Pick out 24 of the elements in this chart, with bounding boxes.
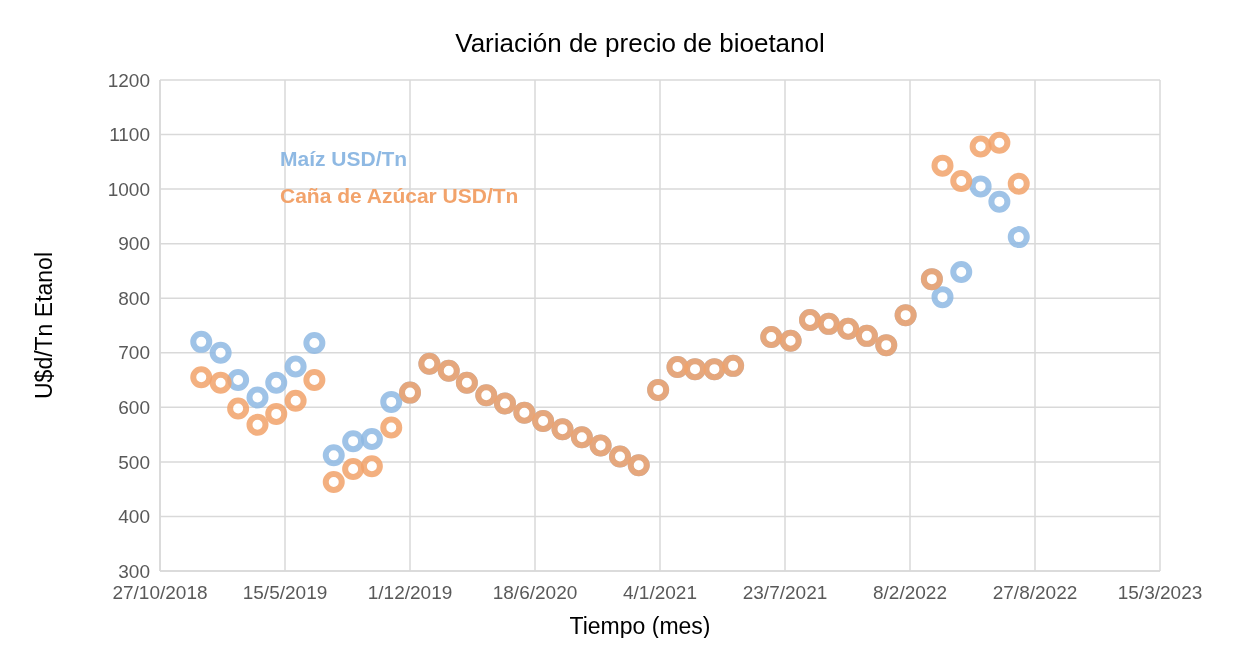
y-tick-label: 500 <box>118 451 150 473</box>
x-tick-label: 15/3/2023 <box>1117 582 1203 603</box>
y-tick-label: 1100 <box>109 124 150 146</box>
y-tick-label: 300 <box>118 560 150 582</box>
x-tick-label: 4/1/2021 <box>623 582 697 603</box>
y-tick-label: 900 <box>118 233 150 255</box>
y-tick-label: 1000 <box>107 178 150 200</box>
x-tick-label: 27/10/2018 <box>112 582 208 603</box>
x-tick-label: 23/7/2021 <box>742 582 828 603</box>
y-tick-label: 1200 <box>107 69 150 91</box>
y-tick-label: 800 <box>118 287 150 309</box>
y-tick-label: 400 <box>118 506 150 528</box>
text: Caña de Azúcar USD/Tn <box>280 184 519 207</box>
x-tick-label: 8/2/2022 <box>873 582 947 603</box>
y-axis-title: U$d/Tn Etanol <box>31 251 57 400</box>
y-tick-label: 700 <box>118 342 150 364</box>
x-tick-label: 18/6/2020 <box>492 582 578 603</box>
x-tick-label: 1/12/2019 <box>367 582 453 603</box>
x-tick-label: 15/5/2019 <box>242 582 328 603</box>
x-axis-title: Tiempo (mes) <box>569 613 711 639</box>
x-tick-label: 27/8/2022 <box>992 582 1078 603</box>
text: Maíz USD/Tn <box>280 147 408 170</box>
chart-title: Variación de precio de bioetanol <box>455 28 825 58</box>
y-tick-label: 600 <box>118 396 150 418</box>
